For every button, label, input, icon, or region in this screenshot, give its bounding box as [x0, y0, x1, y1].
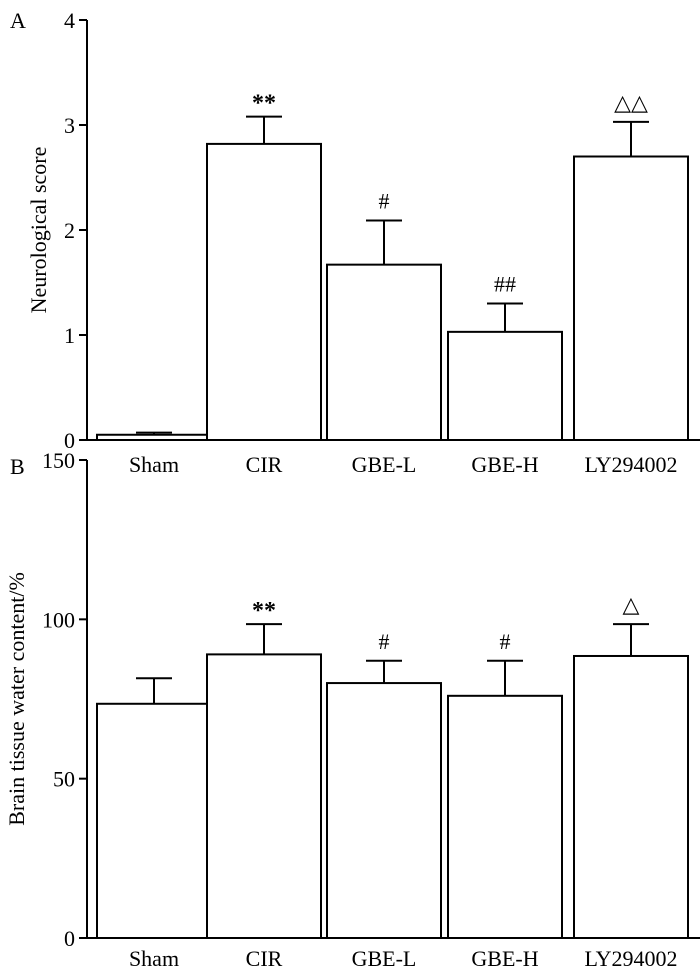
x-category-label: CIR: [246, 452, 283, 477]
panel-label: A: [10, 8, 26, 33]
significance-marker: **: [252, 91, 276, 117]
bar-gbe-h: [447, 330, 563, 442]
panel-label: B: [10, 454, 25, 479]
significance-marker: #: [500, 629, 511, 654]
bar-gbe-h: [447, 694, 563, 940]
significance-marker: **: [252, 598, 276, 624]
x-category-label: LY294002: [584, 946, 677, 971]
significance-marker: △: [623, 592, 640, 617]
bar-ly294002: [573, 654, 689, 939]
y-tick-label: 0: [64, 926, 75, 951]
y-axis-label: Neurological score: [26, 147, 51, 314]
y-tick-label: 4: [64, 8, 75, 33]
y-tick-label: 100: [42, 607, 75, 632]
x-category-label: GBE-H: [471, 452, 538, 477]
y-tick-label: 1: [64, 323, 75, 348]
significance-marker: ##: [494, 272, 516, 297]
bar-ly294002: [573, 155, 689, 441]
significance-marker: #: [379, 629, 390, 654]
panel-b-brain-water-content: B 0 50 100 150 Brain tissue water content/% Sh…: [4, 448, 700, 971]
bar-sham: [96, 433, 212, 441]
x-category-label: GBE-L: [352, 452, 417, 477]
y-tick-label: 50: [53, 767, 75, 792]
x-category-label: Sham: [129, 452, 179, 477]
y-tick-label: 0: [64, 428, 75, 453]
significance-marker: #: [379, 189, 390, 214]
bar-gbe-l: [326, 263, 442, 441]
y-tick-label: 150: [42, 448, 75, 473]
bar-cir: [206, 653, 322, 939]
x-category-label: GBE-H: [471, 946, 538, 971]
bar-cir: [206, 142, 322, 441]
y-tick-label: 2: [64, 218, 75, 243]
bar-gbe-l: [326, 682, 442, 939]
x-category-label: CIR: [246, 946, 283, 971]
x-category-label: Sham: [129, 946, 179, 971]
bar-sham: [96, 702, 212, 940]
x-category-label: LY294002: [584, 452, 677, 477]
significance-marker: △△: [614, 90, 648, 115]
x-category-label: GBE-L: [352, 946, 417, 971]
y-tick-label: 3: [64, 113, 75, 138]
panel-a-neurological-score: A 0 1 2 3 4 Neurological score Sham CIR ** GBE-L # G…: [10, 8, 700, 477]
y-axis-label: Brain tissue water content/%: [4, 572, 29, 826]
